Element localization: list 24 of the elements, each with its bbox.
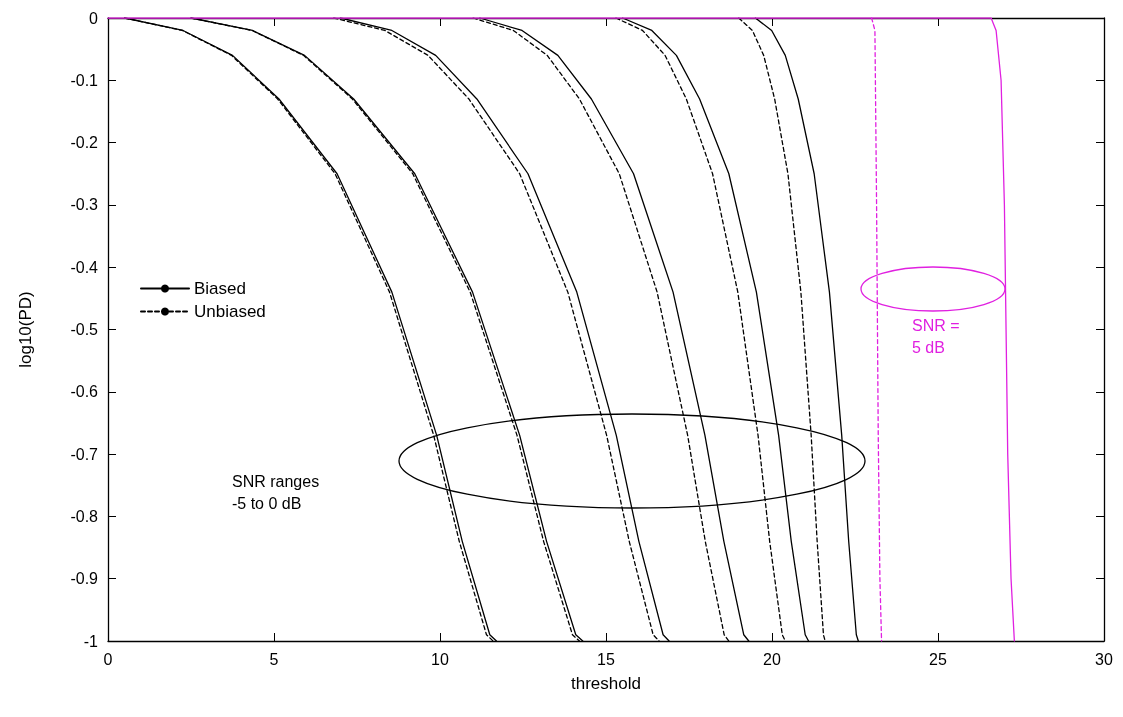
legend-label: Biased bbox=[194, 279, 246, 298]
x-axis-title: threshold bbox=[571, 674, 641, 693]
y-tick-label: -0.7 bbox=[70, 445, 99, 463]
x-tick-label: 5 bbox=[269, 650, 279, 668]
y-tick-label: -1 bbox=[83, 632, 99, 650]
x-tick-label: 25 bbox=[929, 650, 947, 668]
legend-label: Unbiased bbox=[194, 302, 266, 321]
x-tick-label: 15 bbox=[597, 650, 615, 668]
y-tick-label: -0.4 bbox=[70, 258, 99, 276]
y-tick-label: -0.3 bbox=[70, 196, 99, 214]
x-tick-label: 0 bbox=[103, 650, 113, 668]
x-tick-label: 20 bbox=[763, 650, 781, 668]
y-tick-label: -0.1 bbox=[70, 71, 99, 89]
y-tick-label: -0.6 bbox=[70, 383, 99, 401]
y-tick-label: -0.8 bbox=[70, 507, 99, 525]
y-tick-label: -0.9 bbox=[70, 570, 99, 588]
x-tick-label: 10 bbox=[431, 650, 449, 668]
y-axis-title: log10(PD) bbox=[16, 291, 35, 368]
y-tick-label: 0 bbox=[89, 9, 99, 27]
annotation: SNR = 5 dB bbox=[912, 316, 960, 356]
x-tick-label: 30 bbox=[1095, 650, 1113, 668]
y-tick-label: -0.5 bbox=[70, 321, 99, 338]
annotation: SNR ranges -5 to 0 dB bbox=[232, 472, 320, 512]
y-tick-label: -0.2 bbox=[70, 134, 99, 152]
